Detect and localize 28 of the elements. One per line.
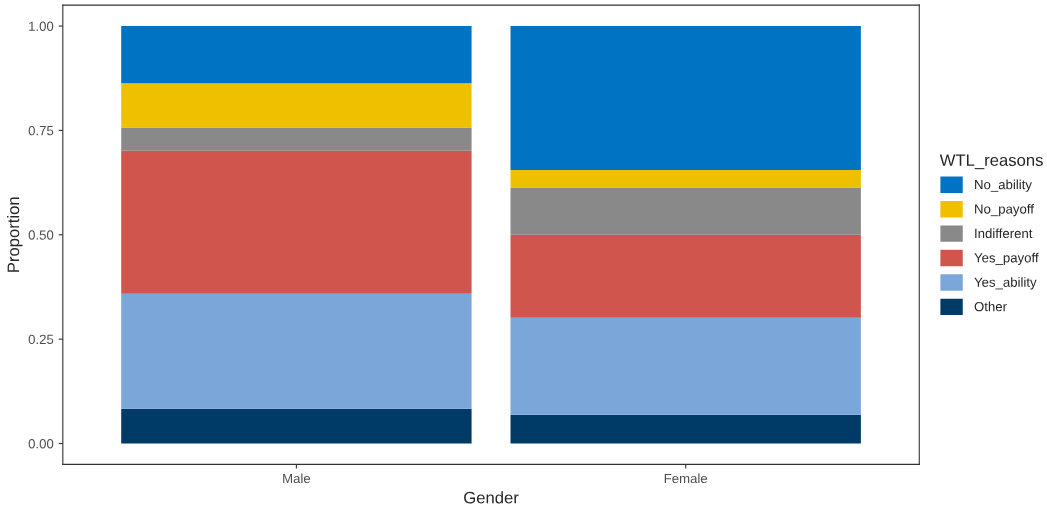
bar [510,317,861,415]
bar [510,234,861,318]
bar [121,83,472,128]
legend-label: No_payoff [975,203,1034,217]
bar [121,408,472,444]
bar [510,26,861,171]
bar [510,414,861,444]
legend-label: Indifferent [975,228,1033,239]
x-axis-title: Gender [464,491,519,504]
y-tick-label: 1.00 [29,21,54,31]
y-tick-label: 0.50 [28,230,54,240]
bar [121,26,472,84]
y-tick-label: 0.75 [28,125,54,136]
bar [121,150,472,294]
y-tick-label: 0.00 [28,439,54,449]
x-tick-label: Female [664,473,708,484]
y-axis-title: Proportion [7,197,23,272]
bar [121,127,472,151]
legend-title: WTL_reasons [939,154,1043,170]
y-tick-label: 0.25 [28,334,54,345]
bar [510,187,861,235]
x-tick-label: Male [283,473,311,484]
legend-label: Other [974,301,1007,312]
legend-label: No_ability [975,179,1032,192]
bar [121,293,472,409]
legend-label: Yes_ability [974,277,1037,290]
bar [510,170,861,188]
legend-label: Yes_payoff [974,252,1039,266]
